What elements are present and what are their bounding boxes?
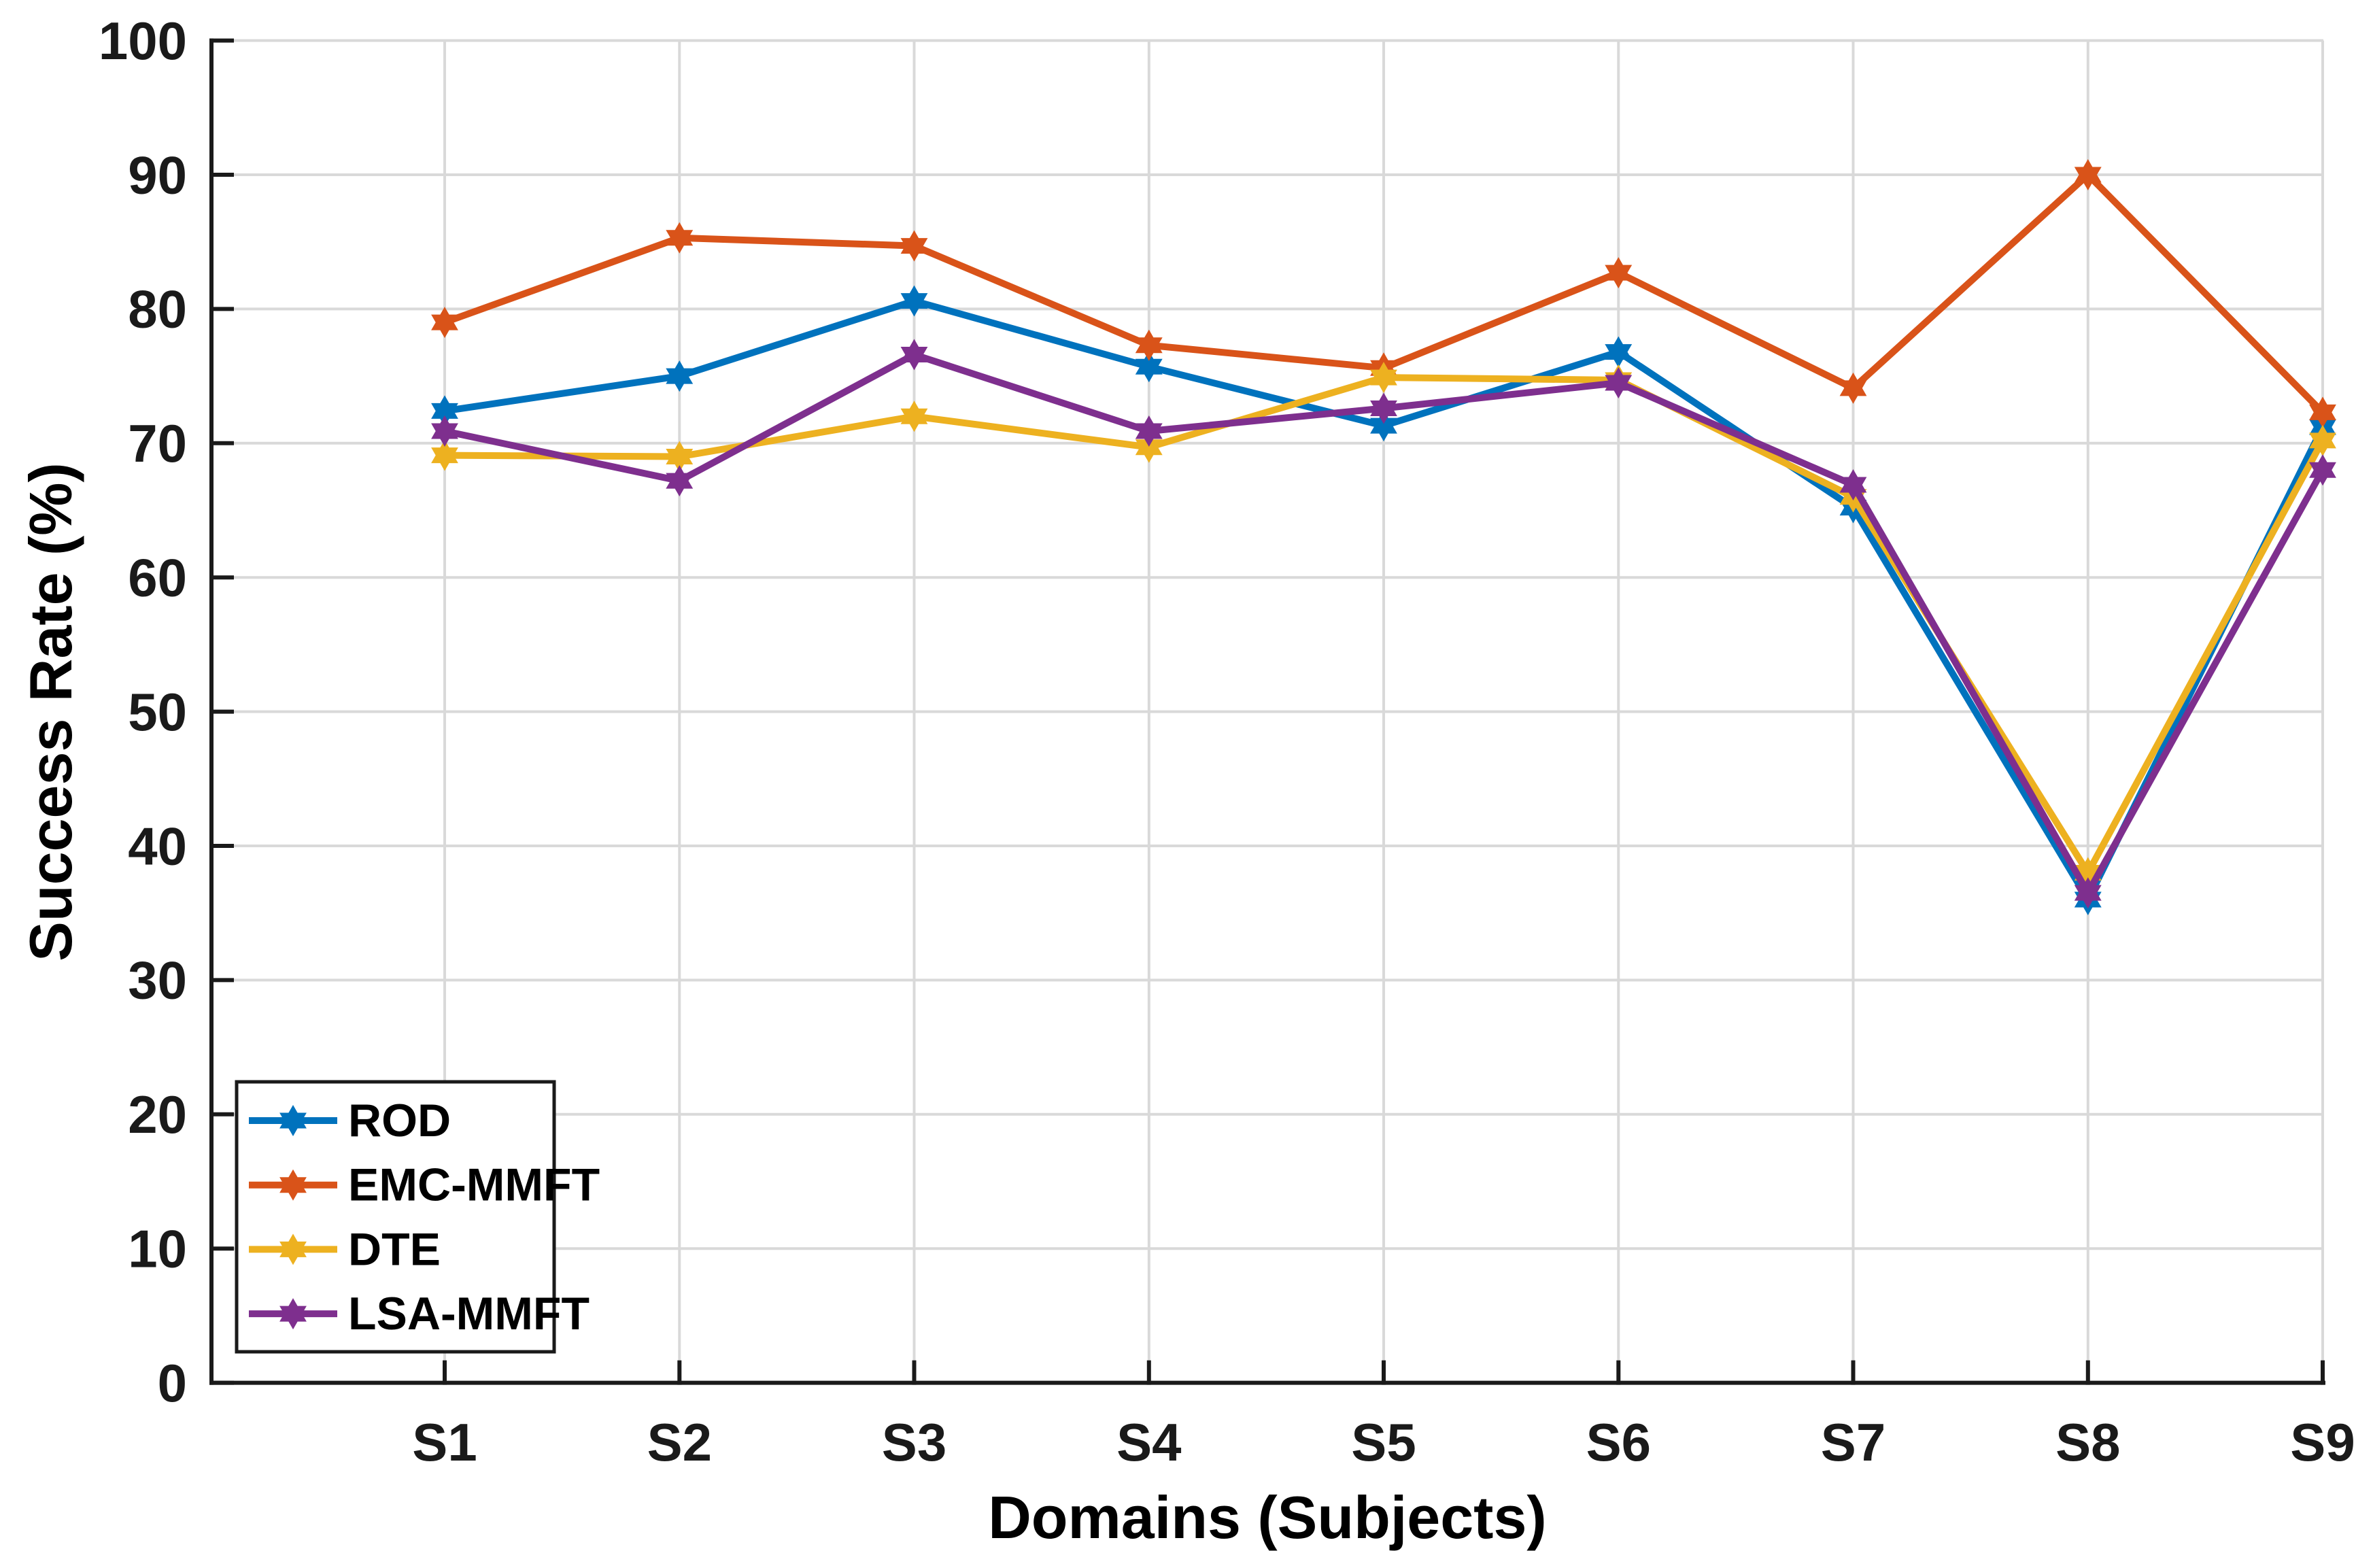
y-tick-label-60: 60 [128,548,187,608]
marker-EMC-MMFT-S8 [2074,159,2102,190]
x-tick-label-S2: S2 [647,1412,712,1472]
y-tick-label-100: 100 [99,11,187,71]
y-tick-label-90: 90 [128,145,187,205]
x-tick-label-S8: S8 [2055,1412,2120,1472]
marker-EMC-MMFT-S6 [1605,257,1633,289]
legend-item-DTE: DTE [249,1223,441,1275]
y-tick-label-70: 70 [128,413,187,473]
marker-ROD-S3 [900,285,928,317]
y-tick-label-10: 10 [128,1219,187,1279]
legend-item-EMC-MMFT: EMC-MMFT [249,1159,600,1211]
marker-EMC-MMFT-S4 [1135,329,1163,361]
x-tick-label-S6: S6 [1586,1412,1651,1472]
marker-LSA-MMFT-S7 [1839,469,1867,500]
marker-LSA-MMFT-S3 [900,339,928,371]
x-tick-label-S9: S9 [2290,1412,2355,1472]
marker-DTE-S4 [1135,431,1163,463]
marker-LSA-MMFT-S1 [431,415,458,447]
axes [209,38,2325,1385]
marker-EMC-MMFT-S2 [666,222,694,254]
y-tick-label-0: 0 [158,1353,187,1413]
y-tick-label-30: 30 [128,951,187,1010]
y-tick-label-80: 80 [128,279,187,339]
marker-LSA-MMFT-S9 [2309,454,2336,486]
marker-LSA-MMFT-S5 [1370,392,1397,424]
x-tick-label-S3: S3 [882,1412,946,1472]
y-axis-title: Success Rate (%) [17,462,84,961]
marker-EMC-MMFT-S3 [900,230,928,262]
marker-ROD-S4 [1135,351,1163,383]
x-tick-label-S7: S7 [1821,1412,1885,1472]
series-plots [431,159,2336,915]
marker-ROD-S5 [1370,410,1397,442]
marker-DTE-S2 [666,441,694,473]
legend-item-LSA-MMFT: LSA-MMFT [249,1288,590,1340]
marker-LSA-MMFT-S8 [2074,877,2102,909]
hexagram-marker-icon [279,1169,307,1201]
marker-LSA-MMFT-S4 [1135,415,1163,447]
hexagram-marker-icon [279,1233,307,1265]
marker-LSA-MMFT-S2 [666,465,694,497]
tick-labels: 0 10 20 30 40 50 60 70 80 90 100 S1 S2 S3 S4 S5 S6 S7 S8 S9 [99,11,2355,1472]
legend-label-ROD: ROD [348,1095,451,1146]
legend-item-ROD: ROD [249,1095,451,1146]
legend-label-DTE: DTE [348,1223,441,1275]
marker-DTE-S9 [2309,424,2336,456]
x-tick-label-S5: S5 [1351,1412,1416,1472]
hexagram-marker-icon [279,1298,307,1330]
legend-label-EMC-MMFT: EMC-MMFT [348,1159,600,1211]
legend: ROD EMC-MMFT DTE LSA-MMFT [235,1080,600,1354]
marker-LSA-MMFT-S6 [1605,367,1633,398]
marker-EMC-MMFT-S1 [431,307,458,339]
hexagram-marker-icon [279,1105,307,1136]
marker-ROD-S2 [666,360,694,392]
marker-DTE-S1 [431,439,458,471]
marker-ROD-S1 [431,395,458,427]
marker-EMC-MMFT-S9 [2309,396,2336,428]
marker-DTE-S3 [900,400,928,432]
y-tick-label-50: 50 [128,682,187,742]
legend-label-LSA-MMFT: LSA-MMFT [348,1288,590,1340]
marker-DTE-S5 [1370,362,1397,394]
y-tick-label-40: 40 [128,816,187,876]
x-tick-label-S4: S4 [1116,1412,1181,1472]
x-axis-title: Domains (Subjects) [988,1484,1546,1551]
x-tick-label-S1: S1 [412,1412,477,1472]
series-LSA-MMFT [431,339,2336,909]
gridlines [211,39,2324,1384]
marker-EMC-MMFT-S7 [1839,372,1867,404]
y-tick-label-20: 20 [128,1085,187,1144]
marker-ROD-S6 [1605,336,1633,368]
